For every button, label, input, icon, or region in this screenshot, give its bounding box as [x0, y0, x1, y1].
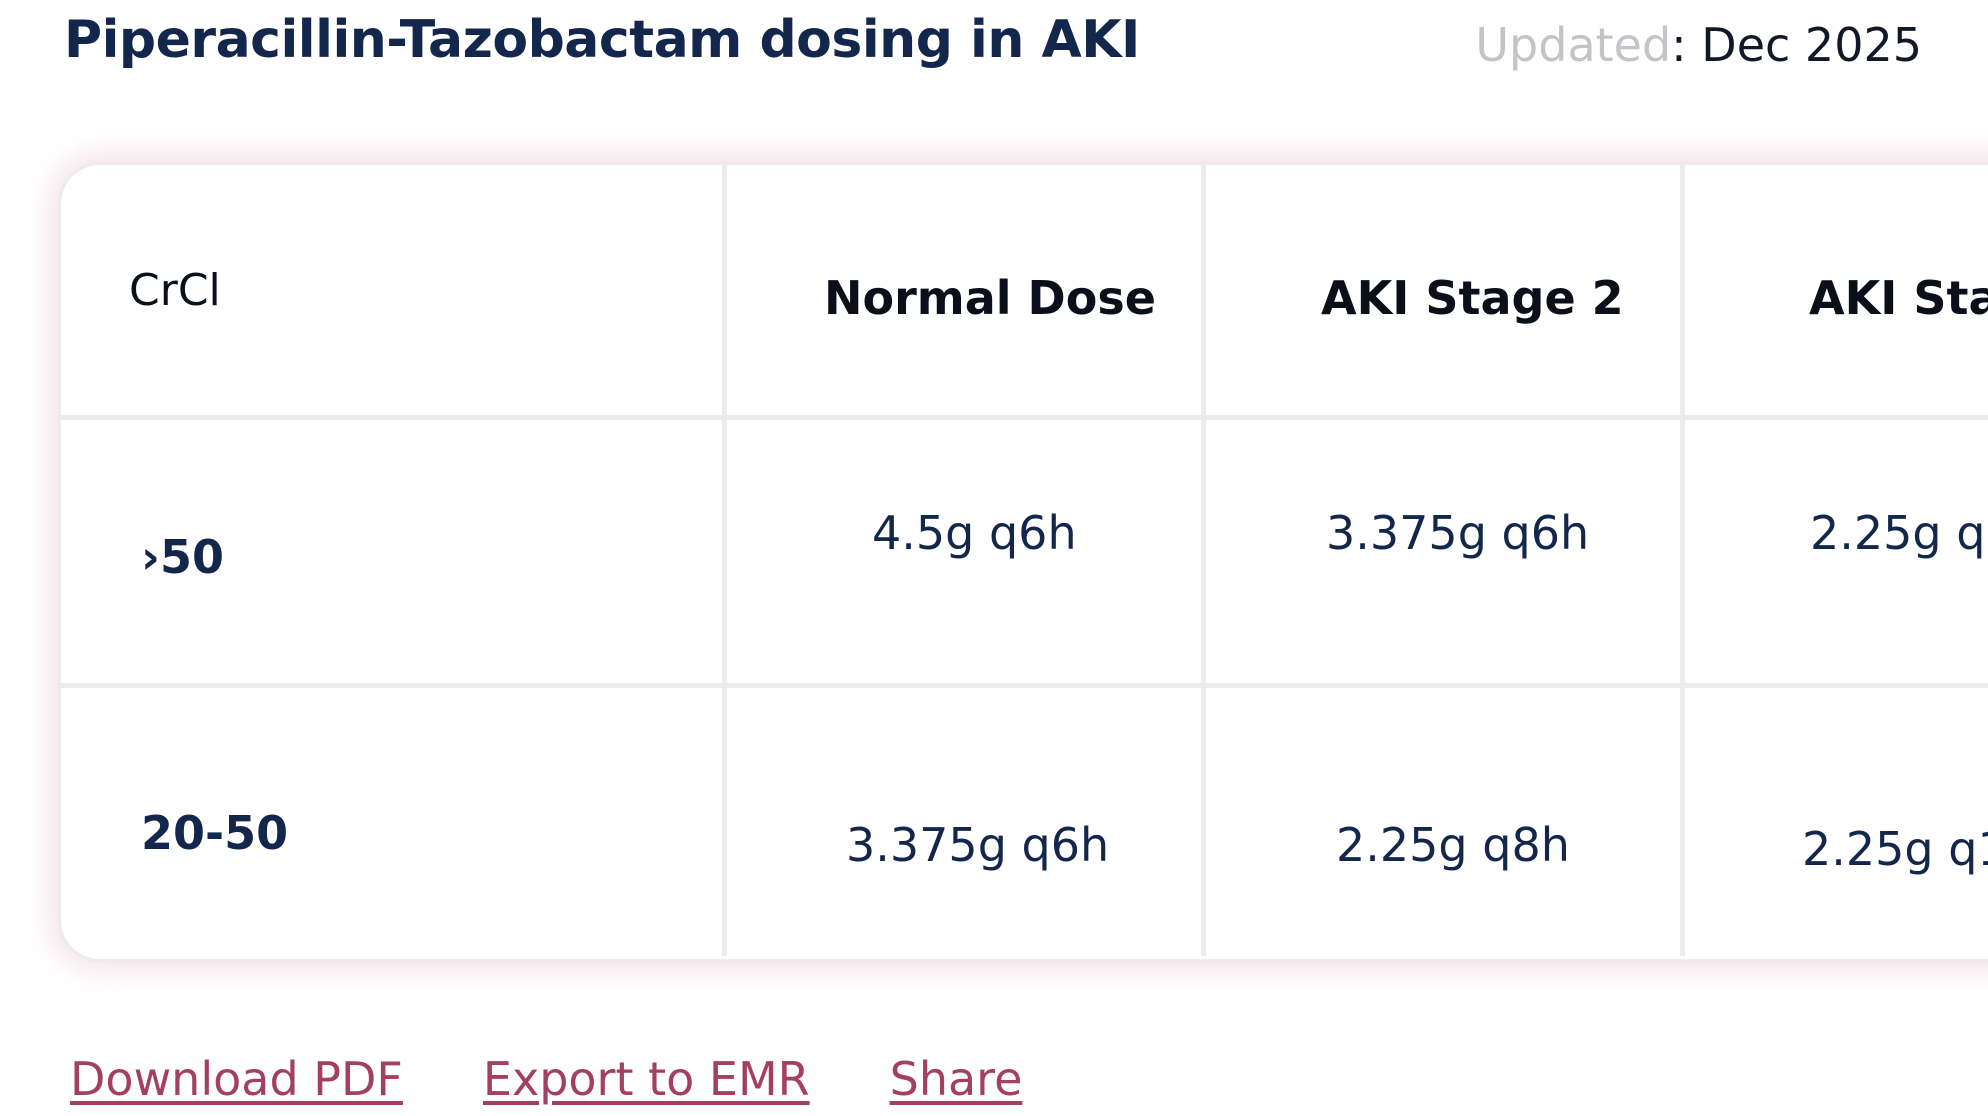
- dose-value: 3.375g q6h: [1326, 506, 1590, 560]
- row-label: 20-50: [141, 806, 289, 860]
- dosing-grid: CrCl Normal Dose AKI Stage 2 AKI Sta ›50…: [61, 165, 1988, 956]
- updated-label: Updated: [1475, 18, 1672, 72]
- dose-value: 2.25g q: [1810, 506, 1986, 560]
- column-header-normal-dose: Normal Dose: [824, 271, 1156, 325]
- download-pdf-link[interactable]: Download PDF: [70, 1052, 403, 1106]
- table-row-2-label-cell: 20-50: [61, 688, 727, 956]
- dosing-table: CrCl Normal Dose AKI Stage 2 AKI Sta ›50…: [58, 162, 1988, 962]
- dose-value: 3.375g q6h: [846, 818, 1110, 872]
- action-links: Download PDF Export to EMR Share: [70, 1052, 1022, 1106]
- updated-date: Dec 2025: [1686, 18, 1922, 72]
- page-title: Piperacillin-Tazobactam dosing in AKI: [64, 10, 1140, 70]
- dose-value: 2.25g q8h: [1336, 818, 1570, 872]
- header-cell-crcl: CrCl: [61, 165, 727, 420]
- table-row-1-normal: 4.5g q6h: [727, 420, 1206, 688]
- column-header-aki-stage-2: AKI Stage 2: [1321, 271, 1624, 325]
- column-header-crcl: CrCl: [129, 265, 221, 316]
- share-link[interactable]: Share: [889, 1052, 1023, 1106]
- row-label: ›50: [141, 530, 224, 584]
- export-to-emr-link[interactable]: Export to EMR: [482, 1052, 810, 1106]
- table-row-1-aki2: 3.375g q6h: [1206, 420, 1685, 688]
- table-row-2-normal: 3.375g q6h: [727, 688, 1206, 956]
- column-header-aki-stage-3: AKI Sta: [1809, 271, 1988, 325]
- table-row-2-aki3: 2.25g q1: [1685, 688, 1988, 956]
- table-row-1-label-cell: ›50: [61, 420, 727, 688]
- table-row-1-aki3: 2.25g q: [1685, 420, 1988, 688]
- dose-value: 4.5g q6h: [872, 506, 1077, 560]
- updated-info: Updated: Dec 2025: [1475, 18, 1922, 72]
- dose-value: 2.25g q1: [1802, 822, 1988, 876]
- table-row-2-aki2: 2.25g q8h: [1206, 688, 1685, 956]
- updated-colon: :: [1671, 18, 1687, 72]
- header-cell-aki2: AKI Stage 2: [1206, 165, 1685, 420]
- header-cell-normal: Normal Dose: [727, 165, 1206, 420]
- header-cell-aki3: AKI Sta: [1685, 165, 1988, 420]
